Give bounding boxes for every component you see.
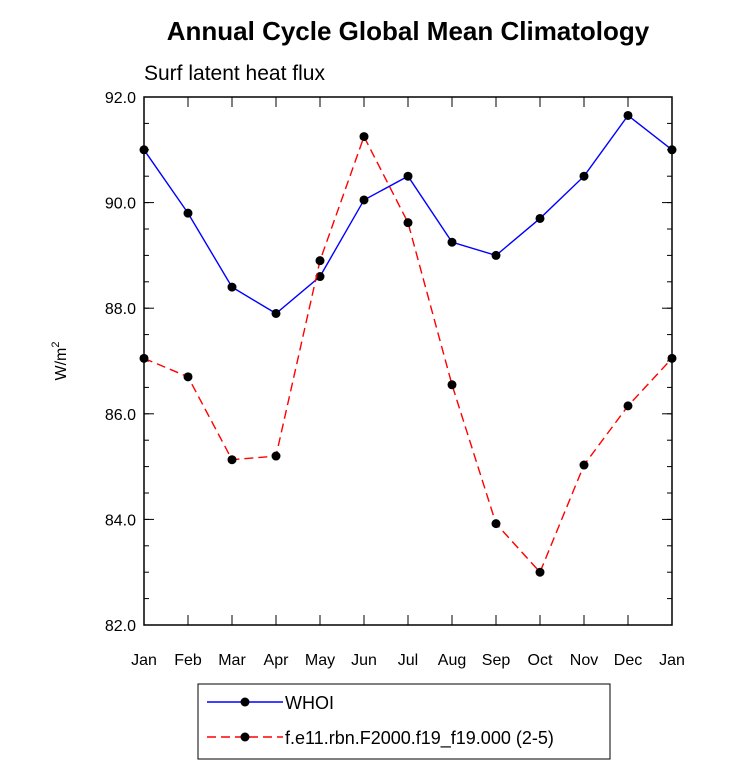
y-tick-label: 82.0 — [105, 618, 136, 635]
series-1-point — [447, 237, 457, 247]
series-2-point — [227, 455, 237, 465]
x-tick-label: Feb — [174, 652, 202, 669]
legend-label-2: f.e11.rbn.F2000.f19_f19.000 (2-5) — [285, 728, 554, 749]
series-2-point — [403, 218, 413, 228]
x-tick-label: Jan — [659, 652, 685, 669]
y-axis-label-text: W/m — [53, 348, 70, 381]
y-tick-label: 86.0 — [105, 407, 136, 424]
series-1-point — [227, 282, 237, 292]
y-axis-label-superscript: 2 — [50, 342, 62, 348]
series-1-point — [535, 213, 545, 223]
series-2-point — [623, 401, 633, 411]
series-2-point — [491, 519, 501, 529]
y-axis-label: W/m2 — [50, 342, 70, 381]
legend: WHOI f.e11.rbn.F2000.f19_f19.000 (2-5) — [197, 683, 611, 760]
chart-subtitle: Surf latent heat flux — [144, 62, 325, 85]
series-2-point — [447, 380, 457, 390]
plot-frame — [143, 96, 673, 626]
y-tick-label: 90.0 — [105, 196, 136, 213]
series-2-point — [183, 372, 193, 382]
series-layer — [139, 110, 677, 577]
series-2-point — [271, 451, 281, 461]
y-axis-label-group: W/m2 — [50, 342, 70, 381]
x-tick-label: Dec — [614, 652, 642, 669]
series-2-point — [579, 460, 589, 470]
series-1-point — [271, 308, 281, 318]
ticks-layer: Jan Feb Mar Apr May Jun Jul Aug Sep Oct Nov Dec Jan 8… — [105, 90, 685, 669]
series-1-point — [359, 195, 369, 205]
series-2-point — [359, 132, 369, 142]
legend-label-1: WHOI — [285, 693, 334, 713]
x-tick-label: Apr — [264, 652, 290, 669]
y-tick-label: 92.0 — [105, 90, 136, 107]
x-tick-label: Mar — [218, 652, 246, 669]
x-tick-label: May — [305, 652, 335, 669]
x-tick-label: Oct — [528, 652, 553, 669]
legend-box — [197, 683, 611, 760]
x-tick-label: Sep — [482, 652, 511, 669]
x-tick-label: Jul — [398, 652, 418, 669]
series-1-point — [491, 250, 501, 260]
legend-marker-1 — [240, 697, 250, 707]
series-line-2 — [143, 134, 673, 574]
series-1-point — [623, 110, 633, 120]
y-tick-label: 88.0 — [105, 301, 136, 318]
y-tick-label: 84.0 — [105, 512, 136, 529]
x-tick-label: Nov — [570, 652, 598, 669]
chart-title: Annual Cycle Global Mean Climatology — [167, 16, 650, 46]
series-1-point — [183, 208, 193, 218]
x-tick-label: Jan — [131, 652, 157, 669]
legend-marker-2 — [240, 732, 250, 742]
series-1-point — [579, 171, 589, 181]
series-1-point — [315, 272, 325, 282]
series-line-1 — [143, 114, 673, 315]
series-2-point — [315, 256, 325, 266]
series-2-point — [535, 567, 545, 577]
x-tick-label: Aug — [438, 652, 466, 669]
x-tick-label: Jun — [351, 652, 377, 669]
series-1-point — [403, 171, 413, 181]
